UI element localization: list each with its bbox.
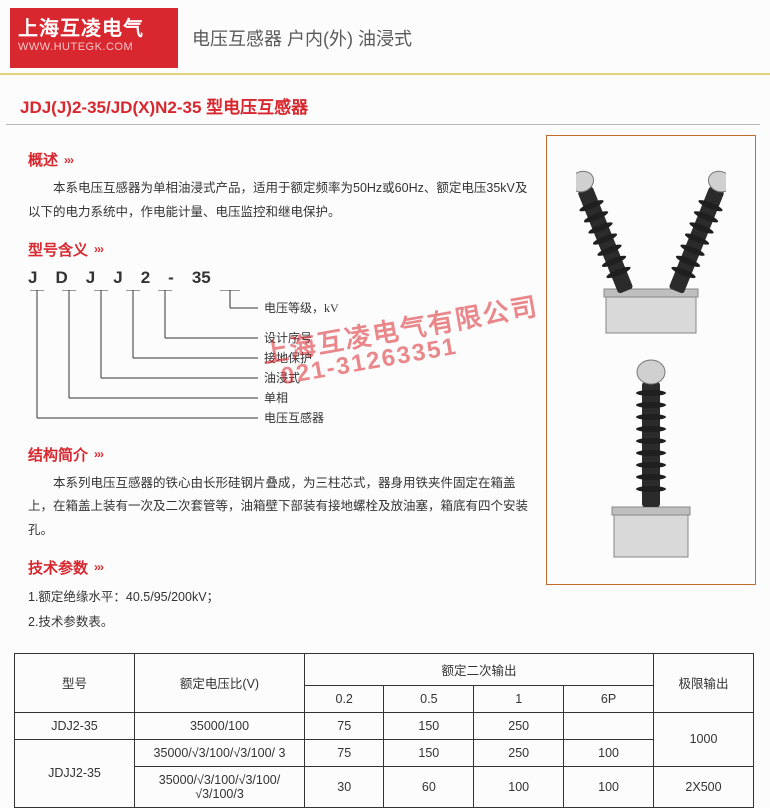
- svg-text:电压等级，kV: 电压等级，kV: [264, 301, 339, 315]
- cell: 100: [564, 739, 654, 766]
- left-column: 概述 ››› 本系电压互感器为单相油浸式产品，适用于额定频率为50Hz或60Hz…: [28, 135, 546, 635]
- params-list: 1.额定绝缘水平：40.5/95/200kV； 2.技术参数表。: [28, 585, 532, 635]
- cell: 75: [305, 712, 384, 739]
- code-letter: J: [86, 268, 95, 288]
- structure-heading: 结构简介 ›››: [28, 444, 532, 465]
- overview-text: 本系电压互感器为单相油浸式产品，适用于额定频率为50Hz或60Hz、额定电压35…: [28, 177, 532, 225]
- table-header-row: 型号 额定电压比(V) 额定二次输出 极限输出: [15, 653, 754, 685]
- th-sub: 6P: [564, 685, 654, 712]
- th-sub: 1: [474, 685, 564, 712]
- th-model: 型号: [15, 653, 135, 712]
- th-ratio: 额定电压比(V): [135, 653, 305, 712]
- th-sub: 0.2: [305, 685, 384, 712]
- code-letter: D: [55, 268, 67, 288]
- code-letter: 35: [192, 268, 211, 288]
- content-row: 概述 ››› 本系电压互感器为单相油浸式产品，适用于额定频率为50Hz或60Hz…: [0, 125, 770, 635]
- cell: 75: [305, 739, 384, 766]
- logo-url: WWW.HUTEGK.COM: [18, 41, 170, 53]
- svg-text:电压互感器: 电压互感器: [264, 410, 324, 425]
- cell-model: JDJ2-35: [15, 712, 135, 739]
- meaning-heading-text: 型号含义: [28, 239, 88, 260]
- chevron-icon: ›››: [64, 153, 73, 167]
- product-image-panel: [546, 135, 756, 585]
- cell-ratio: 35000/√3/100/√3/100/ 3: [135, 739, 305, 766]
- product-image-bottom: [586, 357, 716, 567]
- header-title: 电压互感器 户内(外) 油浸式: [192, 25, 412, 51]
- param-item: 2.技术参数表。: [28, 610, 532, 635]
- cell: 250: [474, 739, 564, 766]
- svg-text:油浸式: 油浸式: [264, 371, 300, 385]
- code-letter: 2: [141, 268, 150, 288]
- cell-ratio: 35000/√3/100/√3/100/√3/100/3: [135, 766, 305, 807]
- overview-heading-text: 概述: [28, 149, 58, 170]
- cell-limit: 1000: [654, 712, 754, 766]
- chevron-icon: ›››: [94, 242, 103, 256]
- cell-model: JDJJ2-35: [15, 739, 135, 807]
- cell: 250: [474, 712, 564, 739]
- svg-text:设计序号: 设计序号: [264, 330, 312, 345]
- overview-heading: 概述 ›››: [28, 149, 532, 170]
- param-item: 1.额定绝缘水平：40.5/95/200kV；: [28, 585, 532, 610]
- svg-text:接地保护: 接地保护: [264, 350, 312, 365]
- svg-text:单相: 单相: [264, 391, 288, 405]
- structure-heading-text: 结构简介: [28, 444, 88, 465]
- spec-table: 型号 额定电压比(V) 额定二次输出 极限输出 0.2 0.5 1 6P JDJ…: [14, 653, 754, 808]
- product-image-top: [586, 153, 716, 343]
- cell: 30: [305, 766, 384, 807]
- th-sub: 0.5: [384, 685, 474, 712]
- page-header: 上海互凌电气 WWW.HUTEGK.COM 电压互感器 户内(外) 油浸式: [0, 0, 770, 75]
- cell: 100: [474, 766, 564, 807]
- cell: 150: [384, 739, 474, 766]
- cell: 150: [384, 712, 474, 739]
- code-letter: -: [168, 268, 174, 288]
- cell-ratio: 35000/100: [135, 712, 305, 739]
- chevron-icon: ›››: [94, 447, 103, 461]
- code-letter: J: [28, 268, 37, 288]
- cell: 100: [564, 766, 654, 807]
- logo-company: 上海互凌电气: [18, 12, 170, 41]
- table-row: JDJ2-35 35000/100 75 150 250 1000: [15, 712, 754, 739]
- chevron-icon: ›››: [94, 560, 103, 574]
- meaning-heading: 型号含义 ›››: [28, 239, 532, 260]
- code-letter: J: [113, 268, 122, 288]
- params-heading-text: 技术参数: [28, 557, 88, 578]
- cell: [564, 712, 654, 739]
- cell-limit: 2X500: [654, 766, 754, 807]
- structure-text: 本系列电压互感器的铁心由长形硅钢片叠成，为三柱芯式，器身用铁夹件固定在箱盖上，在…: [28, 472, 532, 543]
- th-output: 额定二次输出: [305, 653, 654, 685]
- params-heading: 技术参数 ›››: [28, 557, 532, 578]
- model-title: JDJ(J)2-35/JD(X)N2-35 型电压互感器: [6, 75, 760, 125]
- table-row: JDJJ2-35 35000/√3/100/√3/100/ 3 75 150 2…: [15, 739, 754, 766]
- th-limit: 极限输出: [654, 653, 754, 712]
- company-logo: 上海互凌电气 WWW.HUTEGK.COM: [10, 8, 178, 68]
- model-code-bracket-diagram: 电压等级，kV 设计序号 接地保护 油浸式 单相 电压互感器: [28, 290, 368, 430]
- model-code-letters: J D J J 2 - 35: [28, 268, 532, 288]
- cell: 60: [384, 766, 474, 807]
